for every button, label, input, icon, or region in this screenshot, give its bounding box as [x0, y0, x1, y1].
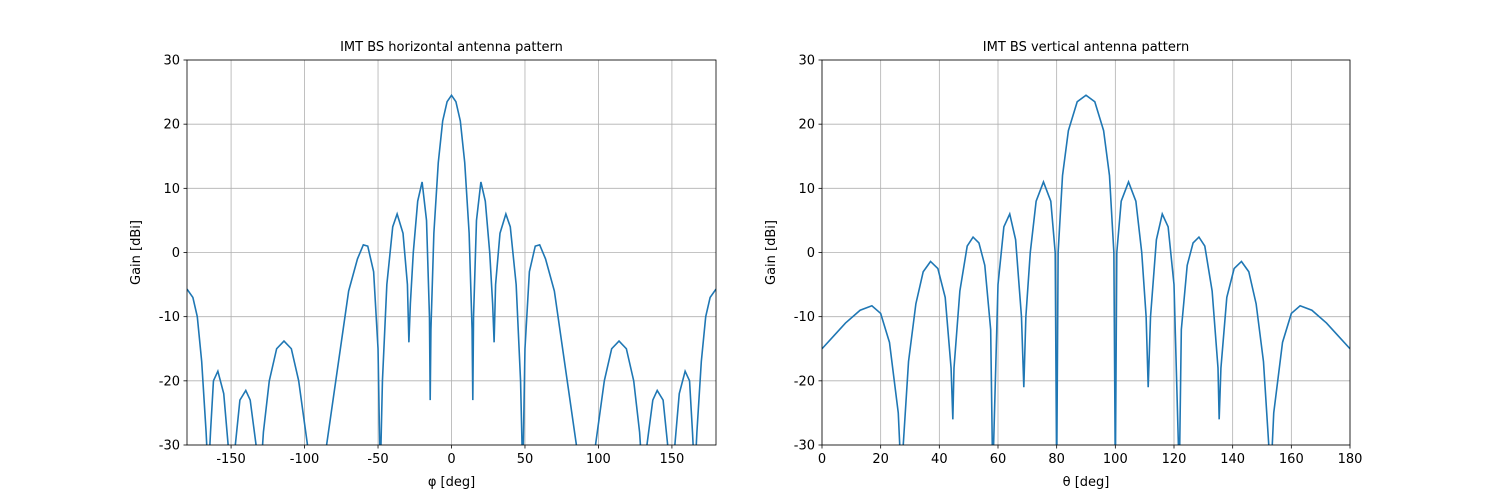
x-tick-label: -50	[367, 452, 388, 467]
axes-frame	[821, 59, 1351, 446]
x-tick-label: 20	[872, 452, 889, 467]
subplot: -150 -100 -50 0 50 100 150-30-20-100102030IMT …	[129, 40, 717, 490]
x-tick-label: -150	[216, 452, 246, 467]
data-line	[822, 94, 1350, 445]
y-axis-label: Gain [dBi]	[129, 220, 144, 285]
y-tick-label: -30	[794, 439, 815, 454]
y-tick-label: 30	[798, 54, 815, 69]
chart-title: IMT BS horizontal antenna pattern	[340, 40, 563, 55]
y-axis-label: Gain [dBi]	[764, 220, 779, 285]
y-tick-label: -10	[794, 310, 815, 325]
x-tick-label: 150	[660, 452, 685, 467]
y-tick-label: 30	[163, 54, 180, 69]
y-tick-label: 20	[163, 118, 180, 133]
x-tick-label: 120	[1162, 452, 1187, 467]
x-axis-label: θ [deg]	[1063, 475, 1110, 490]
x-tick-label: 160	[1279, 452, 1304, 467]
axes-frame	[186, 59, 717, 446]
x-axis-label: φ [deg]	[428, 475, 475, 490]
y-tick-label: 20	[798, 118, 815, 133]
y-tick-label: -30	[159, 439, 180, 454]
x-tick-label: 50	[517, 452, 534, 467]
x-tick-label: 0	[818, 452, 826, 467]
x-tick-label: 180	[1338, 452, 1363, 467]
subplot: 0 20 40 60 80 100 120 140 160 180 -30 -20 -10 0 10 20 30…	[764, 40, 1362, 490]
y-tick-label: 10	[163, 182, 180, 197]
chart-title: IMT BS vertical antenna pattern	[983, 40, 1189, 55]
y-tick-label: 0	[172, 246, 180, 261]
y-tick-label: -20	[794, 374, 815, 389]
x-tick-label: 140	[1220, 452, 1245, 467]
x-tick-label: 60	[990, 452, 1007, 467]
y-tick-label: 0	[807, 246, 815, 261]
x-tick-label: 100	[1103, 452, 1128, 467]
x-tick-label: 80	[1048, 452, 1065, 467]
x-tick-label: 100	[586, 452, 611, 467]
y-tick-label: -10	[159, 310, 180, 325]
y-tick-label: -20	[159, 374, 180, 389]
data-line	[187, 93, 716, 445]
x-tick-label: -100	[290, 452, 320, 467]
y-tick-label: 10	[798, 182, 815, 197]
x-tick-label: 0	[447, 452, 455, 467]
x-tick-label: 40	[931, 452, 948, 467]
